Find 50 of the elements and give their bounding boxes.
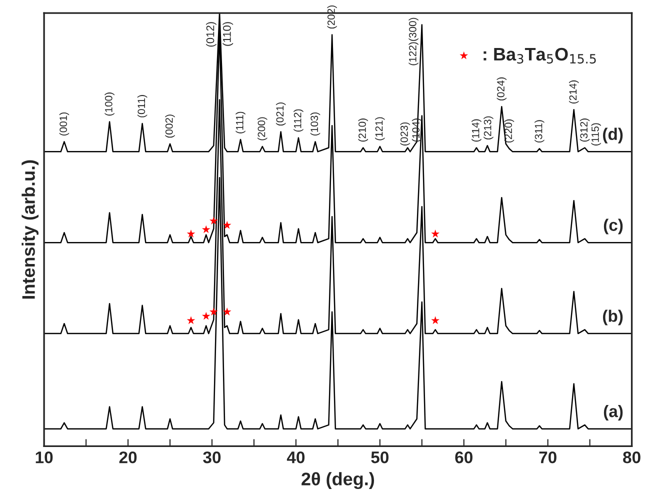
- annotation: (111): [236, 112, 246, 134]
- annotation: (200): [258, 117, 268, 140]
- point: [202, 312, 210, 320]
- annotation: (210): [358, 118, 368, 142]
- y-axis-title: Intensity (arb.u.): [22, 160, 39, 299]
- point: [222, 220, 232, 229]
- annotation: (202): [327, 6, 337, 29]
- point: [202, 225, 210, 234]
- annotation: (213): [484, 116, 494, 140]
- point: [186, 230, 196, 238]
- annotation: (122)(300): [408, 18, 418, 66]
- x-tick-label: 70: [539, 451, 556, 464]
- annotation: (024): [496, 77, 507, 100]
- annotation: (002): [165, 114, 175, 138]
- point: [431, 316, 440, 324]
- x-axis-title: 2θ (deg.): [302, 472, 374, 490]
- annotation: (115): [591, 123, 601, 146]
- annotation: (103): [310, 112, 320, 136]
- series-label: (b): [603, 310, 623, 326]
- annotation: (114): [472, 119, 482, 142]
- annotation: (311): [534, 120, 544, 142]
- annotation: (112): [294, 109, 304, 132]
- series-label: (c): [604, 218, 623, 234]
- x-tick-label: 30: [203, 451, 221, 464]
- legend-label: : Ba$_{3}$Ta$_{5}$O$_{15.5}$: [484, 48, 596, 64]
- annotation: (121): [375, 117, 385, 140]
- annotation: (021): [276, 102, 286, 126]
- annotation: (001): [59, 112, 70, 136]
- point: [186, 316, 196, 324]
- series-label: (a): [604, 404, 623, 421]
- annotation: (110): [222, 22, 234, 46]
- point: [431, 230, 440, 238]
- point: [209, 216, 218, 225]
- point: [222, 308, 232, 316]
- x-tick-label: 20: [119, 451, 137, 464]
- x-tick-label: 60: [455, 451, 472, 464]
- annotation: (100): [104, 92, 114, 116]
- series-label: (d): [603, 128, 623, 144]
- annotation: (220): [504, 119, 514, 142]
- x-tick-label: 10: [36, 451, 53, 464]
- annotation: (011): [137, 95, 148, 118]
- annotation: (104): [412, 118, 422, 142]
- annotation: (312): [580, 118, 590, 142]
- annotation: (023): [400, 122, 410, 146]
- x-tick-label: 40: [286, 451, 305, 464]
- annotation: (214): [569, 80, 579, 104]
- x-tick-label: 50: [371, 451, 388, 464]
- point: [209, 308, 218, 316]
- annotation: (012): [206, 22, 216, 47]
- x-tick-label: 80: [623, 451, 640, 464]
